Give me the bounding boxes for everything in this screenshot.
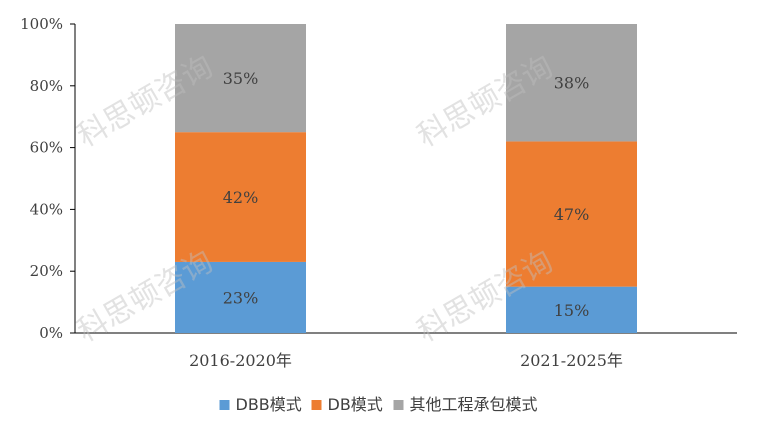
x-tick-label: 2016-2020年 <box>189 351 292 370</box>
data-label: 42% <box>223 188 259 207</box>
y-tick-label: 0% <box>39 324 63 342</box>
data-label: 23% <box>223 288 259 307</box>
bar-segment <box>506 24 637 142</box>
data-label: 15% <box>554 301 590 320</box>
labels: 23% 42% 35% 15% 47% 38% <box>223 69 590 320</box>
data-label: 35% <box>223 69 259 88</box>
legend-label: 其他工程承包模式 <box>410 395 538 414</box>
y-tick-label: 20% <box>30 262 63 280</box>
legend-swatch <box>219 400 230 410</box>
legend: DBB模式 DB模式 其他工程承包模式 <box>219 395 538 414</box>
legend-swatch <box>393 400 404 410</box>
bars <box>175 24 637 333</box>
bar-segment <box>506 141 637 287</box>
y-tick-label: 80% <box>30 77 63 95</box>
legend-swatch <box>311 400 322 410</box>
legend-label: DB模式 <box>328 395 383 414</box>
data-label: 47% <box>554 205 590 224</box>
y-tick-label: 100% <box>20 15 63 33</box>
legend-label: DBB模式 <box>236 395 302 414</box>
bar-segment <box>175 24 306 133</box>
y-tick-label: 60% <box>30 139 63 157</box>
bar-segment <box>506 286 637 333</box>
data-label: 38% <box>554 74 590 93</box>
x-tick-label: 2021-2025年 <box>520 351 623 370</box>
bar-segment <box>175 261 306 333</box>
y-tick-label: 40% <box>30 200 63 218</box>
bar-segment <box>175 132 306 262</box>
